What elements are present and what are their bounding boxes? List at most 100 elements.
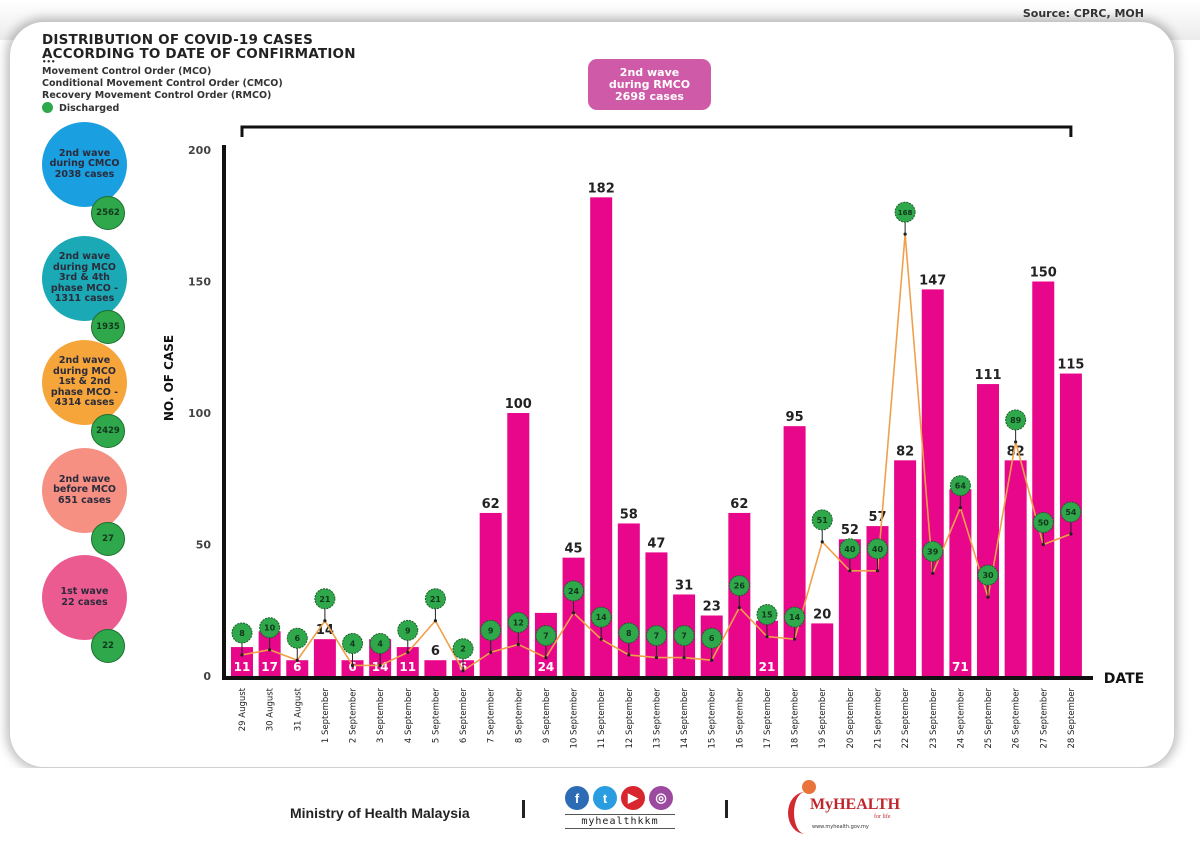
y-axis-label: NO. OF CASE: [162, 335, 176, 421]
marker-point: [516, 642, 520, 647]
marker-point: [544, 655, 548, 660]
marker-point: [958, 506, 962, 510]
x-tick-label: 17 September: [763, 688, 773, 749]
chart-title: DISTRIBUTION OF COVID-19 CASES ACCORDING…: [42, 33, 356, 61]
x-tick-label: 30 August: [266, 687, 276, 731]
discharged-value-label: 8: [626, 629, 632, 638]
brand-name: MyHEALTH: [810, 796, 901, 813]
marker-point: [295, 658, 299, 662]
discharged-value-label: 21: [430, 595, 442, 604]
bar-value-label: 47: [647, 536, 665, 551]
instagram-icon[interactable]: ◎: [649, 786, 673, 810]
discharged-marker: [342, 632, 364, 654]
discharged-value-label: 7: [543, 632, 549, 641]
discharged-marker: [259, 617, 281, 639]
wave-bubble: 2nd wave during MCO 1st & 2nd phase MCO -43…: [42, 340, 127, 425]
marker-point: [378, 663, 382, 668]
wave-bubble: 1st wave 22 cases: [42, 555, 127, 640]
rmco-bracket: [240, 125, 1073, 137]
bar-value-label: 182: [588, 181, 615, 196]
bar-value-label: 58: [620, 507, 638, 522]
x-tick-label: 7 September: [487, 687, 497, 743]
discharged-marker: [1060, 501, 1082, 523]
bar: [838, 539, 861, 676]
youtube-icon[interactable]: ▶: [621, 786, 645, 810]
footer-separator: [522, 800, 525, 818]
bar-value-label: 150: [1030, 266, 1057, 281]
wave-discharged-badge: 2429: [91, 414, 125, 448]
title-line-1: DISTRIBUTION OF COVID-19 CASES: [42, 32, 313, 48]
bar: [562, 557, 585, 676]
ministry-label: Ministry of Health Malaysia: [290, 805, 470, 821]
discharged-marker: [866, 538, 888, 560]
x-tick-label: 12 September: [625, 688, 635, 749]
marker-point: [406, 650, 410, 654]
bar: [341, 660, 364, 676]
x-tick-label: 9 September: [542, 687, 552, 743]
bar: [258, 631, 281, 676]
wave-label-line: during CMCO: [49, 158, 120, 170]
marker-point: [986, 595, 990, 599]
source-label: Source: CPRC, MOH: [1022, 7, 1144, 20]
bar-value-label: 82: [896, 444, 914, 459]
marker-point: [571, 611, 576, 615]
wave-label-line: 651 cases: [58, 494, 111, 506]
x-tick-label: 5 September: [431, 687, 441, 743]
wave-label-line: phase MCO -: [50, 282, 119, 294]
discharged-marker: [314, 588, 336, 610]
discharged-marker: [397, 619, 419, 641]
discharged-marker: [563, 580, 585, 602]
bar-value-label: 6: [431, 644, 440, 659]
discharged-marker: [618, 622, 640, 644]
marker-point: [433, 619, 438, 623]
discharged-marker: [894, 201, 916, 223]
discharged-value-label: 39: [927, 547, 939, 556]
marker-point: [765, 634, 769, 639]
bar-value-label: 24: [538, 660, 555, 674]
discharged-value-label: 40: [872, 545, 884, 554]
marker-point: [1069, 532, 1073, 536]
social-block: f t ▶ ◎ myhealthkkm: [565, 786, 680, 829]
discharged-marker: [922, 540, 944, 562]
x-tick-label: 13 September: [652, 688, 662, 749]
bar-value-label: 45: [565, 542, 583, 557]
bar-value-label: 11: [399, 660, 416, 674]
x-tick-label: 10 September: [570, 688, 580, 749]
marker-point: [599, 637, 603, 641]
rmco-line-3: 2698 cases: [615, 89, 684, 103]
facebook-icon[interactable]: f: [565, 786, 589, 810]
wave-discharged-badge: 27: [91, 522, 125, 556]
discharged-value-label: 24: [568, 587, 580, 596]
discharged-value-label: 30: [982, 571, 994, 580]
wave-label-line: 2nd wave: [58, 147, 111, 159]
discharged-marker: [452, 638, 474, 660]
footer-separator: [725, 800, 728, 818]
discharged-marker: [756, 604, 778, 626]
bar: [866, 526, 889, 676]
discharged-value-label: 54: [1065, 508, 1077, 517]
discharged-value-label: 2: [460, 645, 466, 654]
x-tick-label: 1 September: [321, 687, 331, 743]
discharged-marker: [839, 538, 861, 560]
marker-point: [903, 232, 907, 236]
bar-value-label: 23: [703, 600, 721, 615]
marker-point: [323, 619, 327, 623]
x-tick-label: 31 August: [293, 687, 303, 731]
discharged-value-label: 14: [789, 613, 801, 622]
bar: [1032, 281, 1055, 676]
bar: [921, 289, 944, 676]
discharged-marker: [1032, 512, 1054, 533]
bar: [645, 552, 668, 676]
discharged-value-label: 9: [405, 626, 411, 635]
legend-discharged: Discharged: [42, 102, 119, 114]
social-handle[interactable]: myhealthkkm: [565, 814, 675, 829]
bar: [894, 460, 917, 676]
brand-url: www.myhealth.gov.my: [812, 824, 869, 830]
x-tick-label: 2 September: [349, 687, 359, 743]
bar-value-label: 20: [813, 607, 831, 622]
wave-label-line: 4314 cases: [54, 397, 115, 409]
y-tick-label: 0: [203, 670, 211, 683]
bar-value-label: 95: [786, 410, 804, 425]
twitter-icon[interactable]: t: [593, 786, 617, 810]
bar: [977, 384, 1000, 676]
